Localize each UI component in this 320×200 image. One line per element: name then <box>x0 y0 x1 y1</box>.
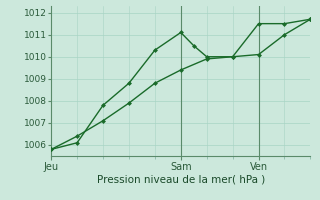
X-axis label: Pression niveau de la mer( hPa ): Pression niveau de la mer( hPa ) <box>97 174 265 184</box>
